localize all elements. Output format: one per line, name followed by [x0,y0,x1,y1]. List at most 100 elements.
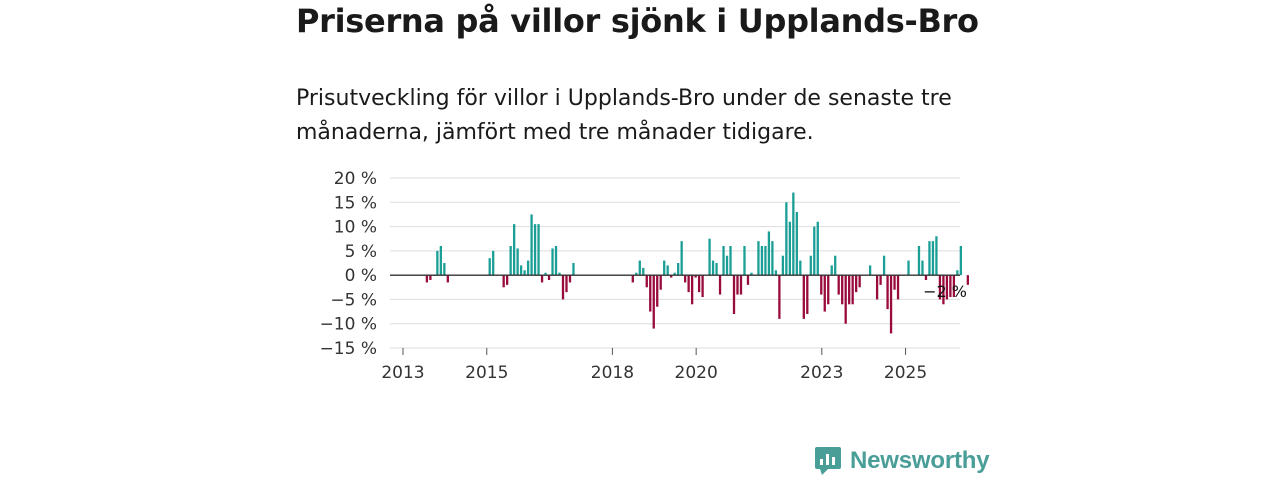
bar [715,263,718,276]
bar [788,221,791,276]
bar [886,275,889,310]
bar [921,260,924,276]
bar [666,265,669,276]
bar [889,275,893,334]
bar [820,275,823,295]
x-tick-label: 2018 [591,363,634,383]
bar [875,275,879,300]
bar [516,248,519,276]
bar [572,263,575,276]
y-tick-label: 10 % [334,218,377,238]
bar [851,275,854,305]
newsworthy-logo: Newsworthy [814,446,990,476]
bar [813,226,816,276]
bar [544,272,547,276]
bar [663,260,666,276]
bar [806,275,809,314]
x-tick-label: 2013 [381,363,424,383]
bar [526,260,530,276]
bar [743,246,746,276]
x-tick-label: 2025 [884,363,927,383]
bar [767,231,771,276]
bar [677,263,680,276]
newsworthy-logo-icon [815,447,841,475]
bar [792,192,795,276]
bar [882,255,886,276]
bar [736,275,739,295]
y-tick-label: −10 % [320,315,377,335]
bar-chart: 20 %15 %10 %5 %0 %−5 %−10 %−15 % 2013 201… [320,169,969,383]
bar [893,275,896,290]
bar [439,246,442,276]
bar [488,258,491,276]
bar [907,260,910,276]
chart-title: Priserna på villor sjönk i Upplands-Bro [296,2,979,40]
bar [718,275,722,295]
bar [446,275,449,283]
bar [879,275,882,285]
bar [429,275,432,280]
bar [684,275,687,283]
bar [656,275,659,307]
bar [931,241,935,276]
x-tick-label: 2023 [800,363,843,383]
bar [551,248,554,276]
bar [649,275,652,312]
bar [823,275,826,312]
bar [561,275,565,300]
bar [729,246,732,276]
bar [834,255,837,276]
y-tick-label: 5 % [345,242,377,262]
bar [855,275,858,293]
y-tick-label: 0 % [345,266,377,286]
bar [799,260,802,276]
bar [841,275,844,305]
bar [935,236,938,276]
bar [848,275,851,305]
bar [858,275,861,288]
bar [802,275,805,319]
bar [785,202,788,276]
latest-value-label: −2 % [923,282,967,301]
bar [722,246,725,276]
bar [547,275,551,280]
bar [558,272,561,276]
bar [809,255,812,276]
bar [690,275,694,305]
bar [523,270,526,276]
bar [443,263,446,276]
bar [764,246,767,276]
bar [694,275,697,278]
y-tick-label: −15 % [320,339,377,359]
bar [537,224,540,276]
x-tick-label: 2020 [675,363,718,383]
bar [670,275,673,278]
bar [868,265,872,276]
bar [680,241,683,276]
bar [519,265,523,276]
bar [732,275,736,314]
bar [949,275,952,297]
bar [816,221,819,276]
bar [952,275,956,297]
bar [924,275,928,280]
bar [956,270,959,276]
bar [830,265,833,276]
bar [568,275,572,283]
bar [945,275,949,300]
x-axis: 2013 2015 2018 2020 2023 2025 [381,348,927,383]
bar [645,275,648,288]
annotations: −2 % [923,282,967,301]
bar [697,275,701,293]
bar [725,255,729,276]
bar [642,267,645,276]
grid-lines [390,177,960,349]
bar [540,275,544,283]
bar [509,246,512,276]
bar [506,275,509,285]
bar [966,275,969,285]
bar [512,224,516,276]
bar [687,275,690,293]
bar [533,224,537,276]
bar [928,241,931,276]
